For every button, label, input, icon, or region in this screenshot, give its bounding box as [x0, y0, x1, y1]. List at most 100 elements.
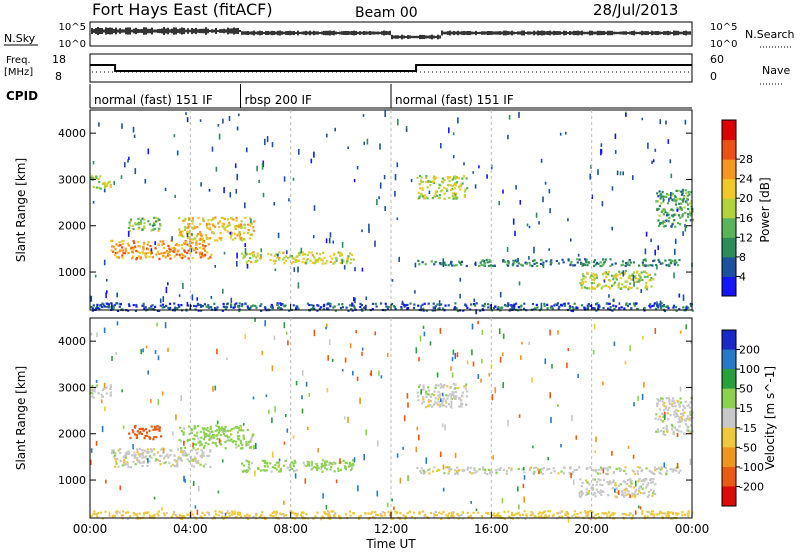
echo-cell: [132, 246, 135, 249]
echo-cell: [424, 263, 427, 266]
echo-cell: [472, 511, 475, 514]
echo-cell: [658, 471, 661, 474]
echo-cell: [306, 302, 309, 305]
echo-speckle: [254, 470, 256, 477]
echo-cell: [539, 471, 542, 474]
echo-cell: [593, 492, 596, 495]
echo-cell: [164, 255, 167, 258]
echo-cell: [643, 275, 647, 278]
echo-cell: [652, 478, 655, 481]
echo-cell: [328, 514, 331, 517]
echo-cell: [675, 200, 678, 203]
echo-cell: [139, 221, 143, 224]
echo-speckle: [682, 294, 685, 301]
echo-cell: [573, 264, 577, 267]
echo-speckle: [133, 134, 136, 138]
echo-cell: [638, 466, 642, 469]
echo-cell: [443, 384, 446, 387]
echo-speckle: [406, 393, 409, 399]
echo-cell: [612, 513, 615, 516]
echo-cell: [686, 415, 689, 418]
echo-speckle: [227, 509, 229, 514]
echo-cell: [143, 226, 146, 229]
echo-cell: [609, 480, 612, 483]
echo-cell: [594, 517, 597, 520]
echo-cell: [230, 303, 233, 306]
echo-cell: [445, 514, 448, 517]
echo-cell: [235, 219, 238, 222]
echo-cell: [687, 191, 690, 194]
echo-cell: [327, 302, 330, 305]
echo-cell: [226, 429, 229, 432]
echo-cell: [442, 397, 445, 400]
colorbar-tick-label: 24: [739, 173, 753, 186]
echo-cell: [132, 228, 135, 231]
echo-cell: [275, 510, 278, 513]
echo-speckle: [668, 198, 670, 202]
echo-cell: [560, 515, 563, 518]
echo-cell: [240, 442, 243, 445]
echo-cell: [201, 427, 204, 430]
echo-cell: [523, 302, 526, 305]
echo-cell: [452, 511, 455, 514]
echo-cell: [679, 401, 683, 404]
echo-cell: [623, 469, 626, 472]
echo-cell: [253, 220, 256, 223]
colorbar-tick-label: 28: [739, 153, 753, 166]
echo-cell: [315, 259, 318, 262]
echo-cell: [199, 441, 202, 444]
echo-cell: [683, 406, 686, 409]
echo-cell: [662, 430, 665, 433]
echo-cell: [283, 262, 286, 265]
echo-cell: [176, 462, 179, 465]
echo-speckle: [423, 331, 426, 337]
echo-cell: [212, 436, 215, 440]
echo-cell: [202, 428, 205, 431]
echo-cell: [331, 257, 334, 260]
echo-cell: [650, 470, 653, 474]
echo-cell: [517, 467, 520, 471]
echo-cell: [560, 303, 563, 306]
echo-cell: [214, 216, 217, 219]
echo-cell: [528, 468, 531, 472]
echo-cell: [595, 470, 598, 473]
echo-cell: [189, 252, 192, 255]
echo-cell: [655, 513, 658, 516]
colorbar-tick-label: 12: [739, 231, 753, 244]
colorbar-swatch: [722, 330, 736, 351]
echo-cell: [677, 471, 680, 474]
echo-cell: [295, 307, 298, 310]
echo-cell: [118, 305, 121, 308]
echo-cell: [523, 471, 526, 474]
echo-cell: [599, 265, 602, 268]
echo-cell: [550, 261, 553, 265]
echo-cell: [439, 403, 442, 406]
echo-cell: [593, 307, 596, 310]
echo-cell: [98, 181, 101, 184]
echo-speckle: [613, 341, 616, 347]
echo-speckle: [477, 320, 479, 325]
echo-cell: [121, 242, 124, 246]
echo-cell: [528, 262, 531, 265]
echo-cell: [463, 385, 466, 388]
echo-cell: [436, 194, 439, 197]
echo-cell: [649, 513, 652, 516]
echo-cell: [563, 304, 566, 307]
echo-cell: [611, 263, 614, 266]
echo-speckle: [518, 111, 520, 118]
echo-cell: [349, 514, 352, 517]
echo-cell: [238, 230, 241, 234]
echo-cell: [638, 264, 641, 267]
echo-cell: [524, 517, 527, 520]
echo-cell: [129, 466, 132, 469]
echo-speckle: [679, 386, 682, 392]
echo-cell: [266, 465, 269, 468]
echo-cell: [423, 515, 426, 518]
echo-speckle: [644, 248, 647, 255]
echo-speckle: [685, 324, 687, 330]
echo-cell: [153, 227, 156, 230]
echo-cell: [665, 427, 668, 430]
echo-cell: [134, 223, 137, 226]
echo-cell: [594, 274, 597, 277]
